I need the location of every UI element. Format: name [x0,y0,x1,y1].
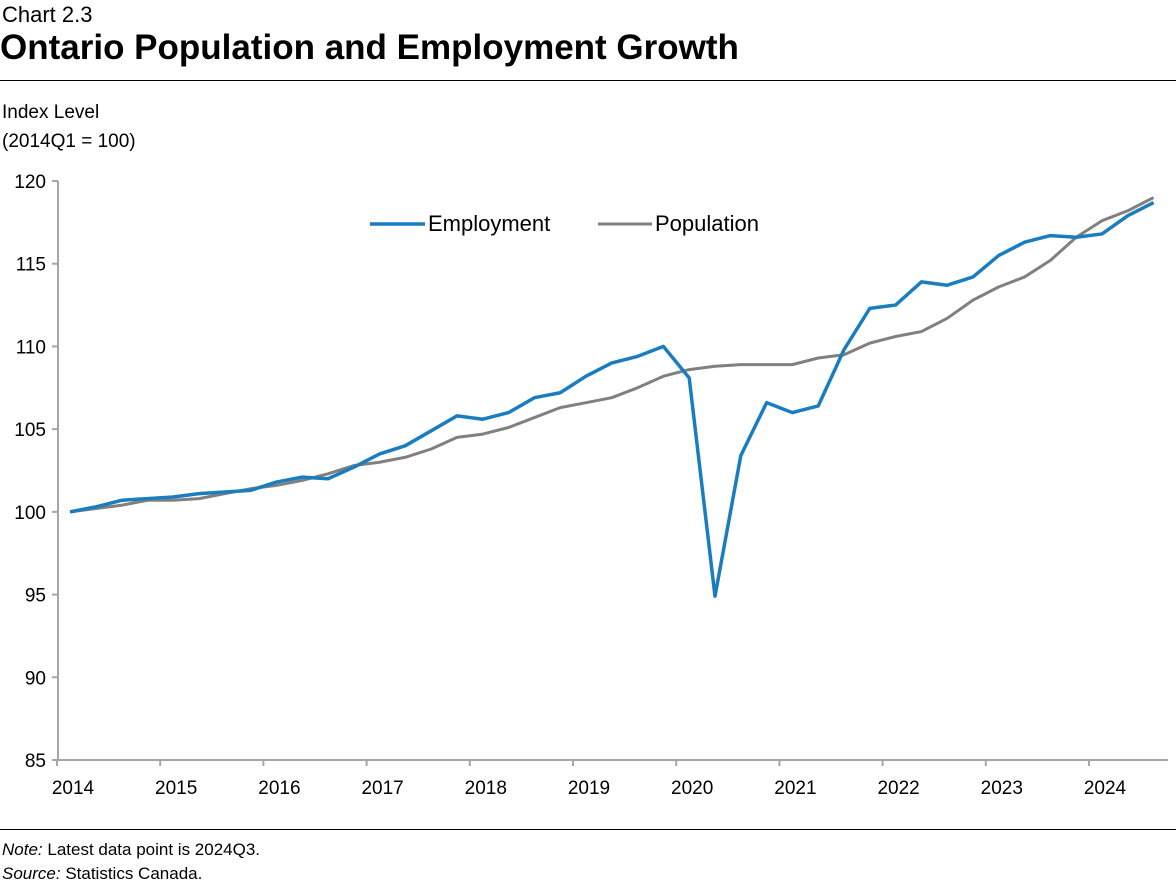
x-tick-label: 2020 [671,778,713,799]
note-body: Latest data point is 2024Q3. [42,840,261,859]
source-text: Source: Statistics Canada. [2,864,202,884]
top-divider [0,80,1176,81]
y-tick-label: 120 [14,172,46,193]
x-tick-label: 2024 [1084,778,1127,799]
x-tick-label: 2019 [568,778,610,799]
legend-label-employment: Employment [428,211,550,236]
x-tick-label: 2023 [981,778,1023,799]
y-tick-label: 110 [16,337,46,358]
x-tick-label: 2022 [877,778,919,799]
x-tick-label: 2017 [361,778,403,799]
y-tick-label: 100 [14,503,46,524]
x-tick-label: 2015 [155,778,197,799]
x-tick-label: 2016 [258,778,300,799]
x-tick-label: 2014 [52,778,95,799]
note-label: Note: [2,840,43,859]
source-body: Statistics Canada. [60,864,203,883]
x-tick-label: 2018 [465,778,507,799]
chart-title: Ontario Population and Employment Growth [0,28,739,67]
y-tick-label: 90 [25,668,46,689]
legend-label-population: Population [655,211,759,236]
bottom-divider [0,829,1176,830]
y-axis-label-line2: (2014Q1 = 100) [2,131,136,152]
y-tick-label: 95 [25,586,46,607]
y-tick-label: 105 [14,420,46,441]
source-label: Source: [2,864,61,883]
series-line-employment [69,200,1155,598]
x-tick-label: 2021 [774,778,816,799]
y-tick-label: 115 [16,255,46,276]
note-text: Note: Latest data point is 2024Q3. [2,840,260,860]
y-tick-label: 85 [25,751,46,772]
y-axis-label-line1: Index Level [2,102,100,123]
series-line-population [69,196,1155,514]
chart-number: Chart 2.3 [2,2,93,27]
